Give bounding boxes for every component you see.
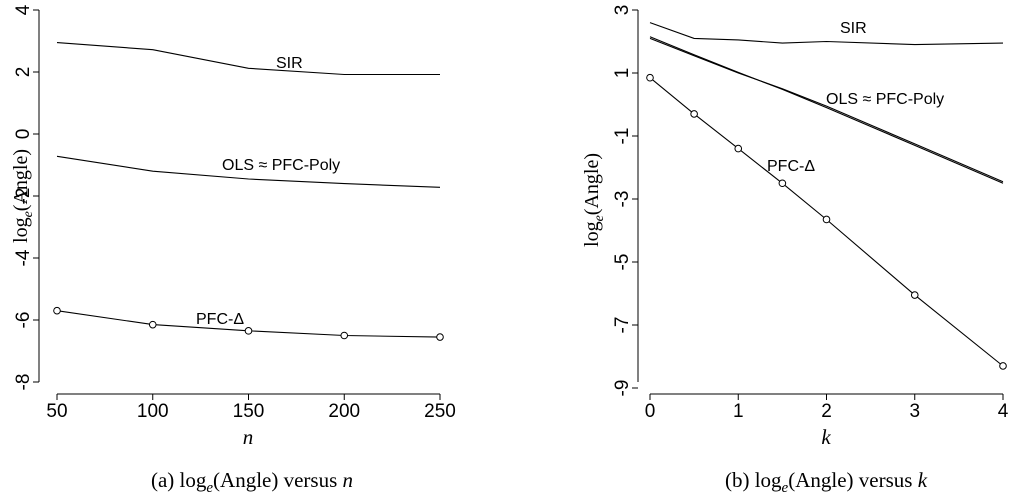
panel-a-x-tick-label: 200 — [328, 401, 360, 422]
panel-a-x-tick-label: 250 — [424, 401, 456, 422]
panel-b-x-tick-label: 4 — [998, 401, 1009, 422]
panel-a-y-tick-label: -8 — [13, 374, 34, 391]
panel-a: 4 2 0 -2 -4 -6 -8 50 100 150 200 250 loge(Angle) n… — [10, 4, 456, 496]
panel-b-y-tick-label: -1 — [612, 128, 633, 145]
panel-b-x-tick-label: 3 — [909, 401, 920, 422]
panel-b-series — [646, 22, 1007, 370]
panel-b-y-tick-label: -5 — [612, 254, 633, 271]
panel-a-x-ticks: 50 100 150 200 250 — [46, 394, 456, 422]
panel-a-series — [53, 42, 444, 341]
panel-b: 3 1 -1 -3 -5 -7 -9 0 1 2 3 4 loge(Angle) k SIR OLS… — [581, 5, 1009, 496]
panel-a-series-pfc-delta-point — [244, 327, 253, 335]
panel-a-y-tick-label: -2 — [13, 188, 34, 205]
panel-a-x-axis-label: n — [243, 425, 254, 449]
panel-b-series-pfc-delta-point — [734, 144, 743, 153]
panel-a-y-tick-label: 4 — [13, 4, 34, 15]
panel-b-series-pfc-delta-point — [646, 73, 654, 82]
panel-b-x-ticks: 0 1 2 3 4 — [645, 394, 1009, 422]
panel-a-sir-label: SIR — [276, 55, 303, 72]
panel-a-y-ticks: 4 2 0 -2 -4 -6 -8 — [13, 4, 39, 390]
panel-b-x-tick-label: 0 — [645, 401, 656, 422]
panel-a-x-tick-label: 150 — [233, 401, 265, 422]
panel-a-y-tick-label: -4 — [13, 249, 34, 266]
panel-b-sir-label: SIR — [840, 20, 867, 37]
panel-b-y-tick-label: -9 — [612, 380, 633, 397]
panel-b-series-pfc-delta-point — [822, 215, 831, 224]
panel-a-x-tick-label: 50 — [46, 401, 67, 422]
panel-b-series-pfc-delta-point — [999, 362, 1007, 370]
panel-a-series-sir-line — [56, 42, 440, 76]
panel-b-series-pfc-delta-point — [778, 179, 787, 188]
panel-a-y-tick-label: 2 — [13, 67, 34, 78]
panel-a-pfc-label: PFC-Δ — [196, 311, 244, 328]
panel-a-x-tick-label: 100 — [137, 401, 169, 422]
panel-b-pfc-label: PFC-Δ — [767, 158, 815, 175]
panel-a-series-pfc-delta-point — [436, 333, 444, 341]
panel-b-series-sir-line — [649, 22, 1004, 46]
panel-b-x-tick-label: 2 — [821, 401, 832, 422]
panel-b-y-tick-label: 1 — [612, 68, 633, 79]
panel-b-y-axis-label: loge(Angle) — [581, 153, 607, 247]
panel-a-y-tick-label: -6 — [13, 312, 34, 329]
panel-a-series-pfc-delta-point — [148, 320, 157, 329]
panel-a-caption: (a) loge(Angle) versus n — [151, 468, 353, 496]
panel-b-series-ols-line — [649, 37, 1004, 183]
panel-b-y-tick-label: -7 — [612, 317, 633, 334]
panel-b-ols-label: OLS ≈ PFC-Poly — [826, 91, 944, 108]
panel-a-series-pfc-delta-point — [340, 331, 349, 340]
panel-b-x-axis-label: k — [821, 425, 831, 449]
panel-b-series-pfc-delta-point — [910, 291, 919, 299]
panel-a-y-axis-label: loge(Angle) — [10, 149, 36, 243]
panel-a-series-ols-approx-pfc-poly-line — [56, 155, 441, 188]
panel-b-y-ticks: 3 1 -1 -3 -5 -7 -9 — [612, 5, 638, 397]
panel-a-series-pfc-delta-point — [53, 306, 61, 315]
panel-a-y-tick-label: 0 — [13, 129, 34, 140]
panel-b-caption: (b) loge(Angle) versus k — [725, 468, 928, 496]
panel-a-ols-label: OLS ≈ PFC-Poly — [222, 157, 340, 174]
panel-b-x-tick-label: 1 — [733, 401, 744, 422]
panel-b-y-tick-label: -3 — [612, 191, 633, 208]
panel-b-series-pfc-poly-line — [649, 36, 1004, 184]
panel-b-y-tick-label: 3 — [612, 5, 633, 16]
panel-b-series-pfc-delta-point — [690, 110, 698, 118]
